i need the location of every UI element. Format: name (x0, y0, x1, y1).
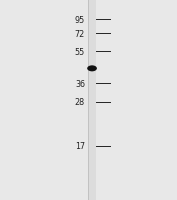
Bar (88, 0, 96, 200)
Ellipse shape (87, 66, 97, 72)
Text: 55: 55 (75, 48, 85, 56)
Text: 95: 95 (75, 16, 85, 24)
Text: 17: 17 (75, 142, 85, 150)
Text: 36: 36 (75, 80, 85, 88)
Text: 72: 72 (75, 30, 85, 38)
Text: 28: 28 (75, 98, 85, 106)
